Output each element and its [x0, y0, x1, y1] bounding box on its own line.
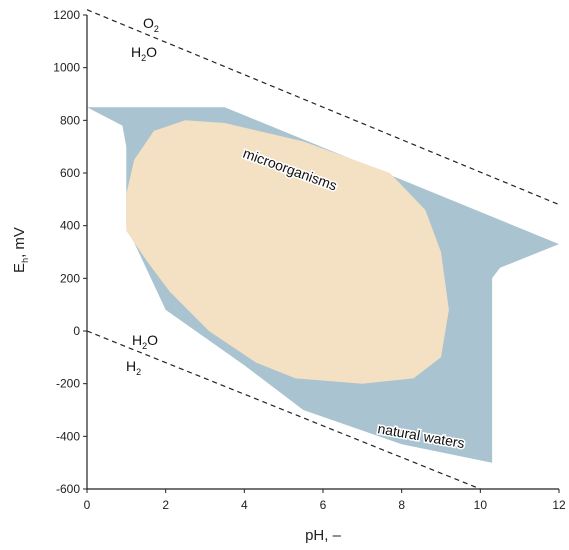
y-tick-label: 0 — [73, 324, 80, 338]
h2o-bottom-label: H2O — [132, 332, 158, 351]
x-tick-label: 6 — [320, 498, 327, 512]
x-tick-label: 8 — [398, 498, 405, 512]
y-tick-label: 400 — [60, 219, 80, 233]
h2o-top-label: H2O — [131, 44, 157, 63]
h2o-bottom-rest: O — [147, 332, 158, 348]
y-tick-label: 200 — [60, 271, 80, 285]
h2-main: H — [126, 358, 136, 374]
h2-label: H2 — [126, 358, 141, 377]
h2o-top-main: H — [131, 44, 141, 60]
y-axis-label-sub: h — [20, 258, 30, 263]
x-tick-label: 2 — [162, 498, 169, 512]
h2-sub: 2 — [136, 367, 141, 377]
y-tick-label: 1200 — [53, 8, 80, 22]
microorganisms-region — [126, 120, 449, 384]
o2-main: O — [143, 15, 154, 31]
x-tick-label: 12 — [552, 498, 566, 512]
y-axis-label: Eh, mV — [11, 227, 30, 273]
y-tick-label: 600 — [60, 166, 80, 180]
y-tick-label: 1000 — [53, 61, 80, 75]
h2o-bottom-main: H — [132, 332, 142, 348]
h2o-top-rest: O — [146, 44, 157, 60]
regions-layer — [87, 107, 559, 463]
y-axis-label-main: E — [11, 263, 28, 273]
h2o-top-sub: 2 — [141, 53, 146, 63]
axes-layer: -600 -400 -200 0 200 400 600 800 1000 1200 0 2 4 6 8 10… — [53, 8, 566, 512]
y-tick-label: -600 — [56, 482, 80, 496]
x-tick-label: 4 — [241, 498, 248, 512]
y-axis-label-rest: , mV — [11, 227, 28, 258]
x-tick-label: 10 — [474, 498, 488, 512]
boundary-lines-layer — [86, 9, 560, 490]
o2-h2o-line — [86, 9, 560, 206]
x-axis-label: pH, – — [305, 527, 342, 544]
y-tick-label: -400 — [56, 429, 80, 443]
y-tick-label: 800 — [60, 113, 80, 127]
o2-label: O2 — [143, 15, 159, 34]
o2-sub: 2 — [154, 24, 159, 34]
h2o-h2-line — [86, 330, 481, 490]
h2o-bottom-sub: 2 — [142, 341, 147, 351]
y-tick-label: -200 — [56, 377, 80, 391]
x-tick-label: 0 — [84, 498, 91, 512]
